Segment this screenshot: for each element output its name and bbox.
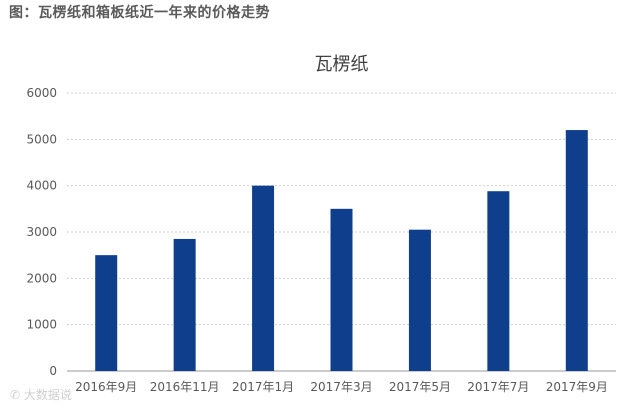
x-tick-label: 2017年7月 [467,380,529,394]
bar [173,238,196,371]
y-tick-label: 5000 [26,132,57,146]
y-tick-label: 6000 [26,86,57,100]
y-tick-label: 3000 [26,225,57,239]
bar [408,229,431,371]
figure-caption: 图：瓦楞纸和箱板纸近一年来的价格走势 [9,5,270,21]
watermark: ✆ 大数据说 [10,386,72,403]
x-tick-label: 2017年3月 [310,380,372,394]
y-tick-label: 1000 [26,318,57,332]
watermark-text: 大数据说 [23,388,72,402]
y-tick-label: 4000 [26,179,57,193]
x-tick-label: 2016年9月 [75,380,137,394]
bar [252,185,275,371]
bar [565,130,588,371]
bar [330,208,353,371]
bar [487,191,510,371]
bar [95,255,118,371]
x-tick-label: 2017年9月 [546,380,608,394]
watermark-icon: ✆ [10,388,24,402]
x-tick-label: 2017年1月 [232,380,294,394]
chart-title: 瓦楞纸 [315,54,369,75]
x-tick-label: 2017年5月 [389,380,451,394]
x-tick-label: 2016年11月 [150,380,220,394]
y-tick-label: 0 [49,364,57,378]
y-tick-label: 2000 [26,271,57,285]
